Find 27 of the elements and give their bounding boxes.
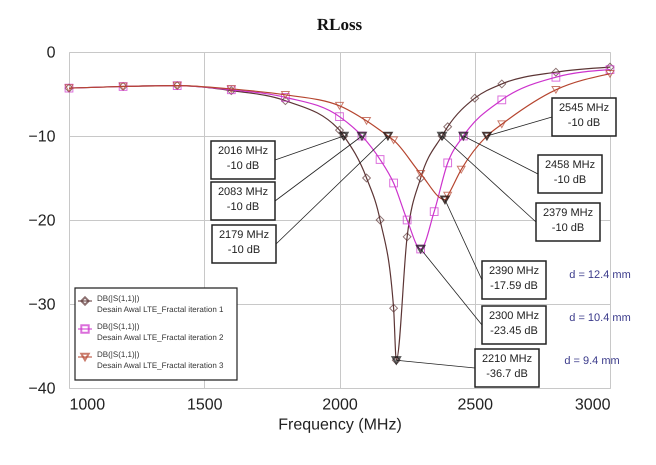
annotation: 2179 MHz -10 dB	[218, 229, 270, 256]
y-tick-label: −20	[28, 212, 56, 230]
annotation: d = 10.4 mm	[569, 312, 631, 324]
y-tick-label: −10	[28, 128, 56, 146]
y-tick-label: −30	[28, 296, 56, 314]
annotation: 2379 MHz -10 dB	[542, 207, 594, 234]
y-tick-label: −40	[28, 380, 56, 398]
annotation: d = 12.4 mm	[569, 269, 631, 281]
x-axis-title: Frequency (MHz)	[278, 416, 402, 434]
annotation: 2458 MHz -10 dB	[544, 159, 596, 186]
x-tick-label: 2000	[322, 396, 358, 414]
annotation: 2545 MHz -10 dB	[558, 102, 610, 129]
annotation: d = 9.4 mm	[564, 355, 620, 367]
legend-label: DB(|S(1,1)|) Desain Awal LTE_Fractal iteration 3	[97, 350, 224, 370]
x-tick-label: 2500	[457, 396, 494, 414]
annotation: 2016 MHz -10 dB	[218, 145, 268, 172]
y-tick-label: 0	[46, 44, 56, 62]
annotation: 2390 MHz -17.59 dB	[488, 265, 540, 292]
x-tick-label: 3000	[574, 396, 611, 414]
x-tick-label: 1500	[186, 396, 223, 414]
legend-label: DB(|S(1,1)|) Desain Awal LTE_Fractal iteration 2	[97, 322, 224, 342]
legend-label: DB(|S(1,1)|) Desain Awal LTE_Fractal iteration 1	[97, 294, 224, 314]
annotation: 2210 MHz -36.7 dB	[482, 353, 532, 380]
x-tick-label: 1000	[70, 396, 106, 414]
annotation: 2083 MHz -10 dB	[218, 186, 268, 213]
chart-title: RLoss	[316, 15, 363, 34]
annotation: 2300 MHz -23.45 dB	[488, 310, 540, 337]
